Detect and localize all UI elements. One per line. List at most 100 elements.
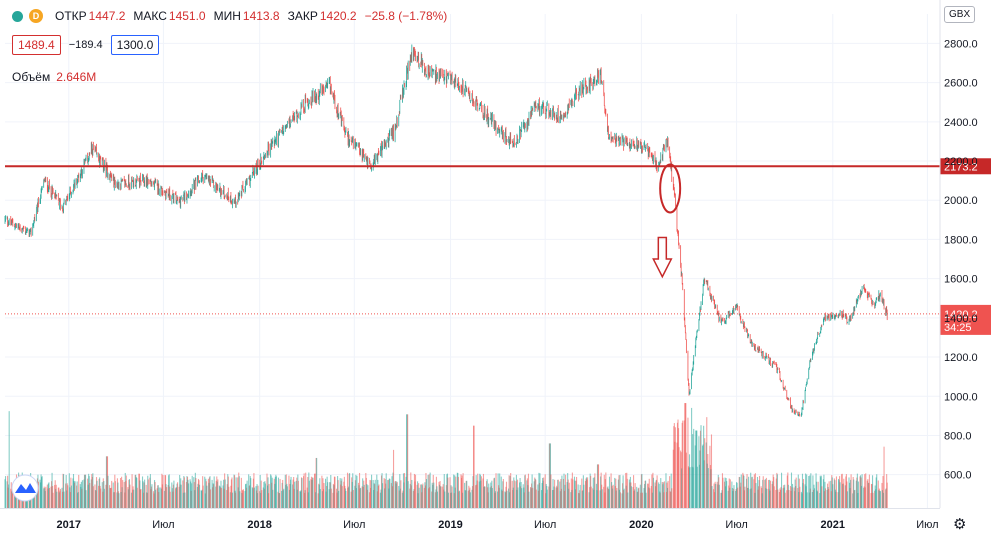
volume-label: Объём xyxy=(12,70,51,84)
volume-bar xyxy=(795,477,797,508)
volume-bar xyxy=(641,473,643,508)
y-tick-label: 1400.0 xyxy=(944,313,978,325)
volume-bar xyxy=(140,489,142,508)
volume-bar xyxy=(418,487,420,508)
volume-bar xyxy=(136,487,138,508)
volume-bar xyxy=(338,490,340,508)
volume-bar xyxy=(444,491,446,508)
buy-button[interactable]: 1300.0 xyxy=(110,35,160,55)
volume-bar xyxy=(808,476,810,508)
volume-bar xyxy=(166,487,168,508)
volume-bar xyxy=(382,483,384,508)
volume-bar xyxy=(422,483,424,508)
volume-bar xyxy=(799,486,801,508)
volume-bar xyxy=(334,476,336,508)
volume-bar xyxy=(455,476,457,508)
volume-bar xyxy=(169,491,171,508)
volume-bar xyxy=(204,476,206,508)
volume-bar xyxy=(477,473,479,508)
volume-bar xyxy=(89,483,91,508)
highlight-ellipse xyxy=(659,163,682,214)
volume-bar xyxy=(554,479,556,508)
volume-bar xyxy=(832,484,834,508)
x-tick-label: Июл xyxy=(916,519,938,531)
currency-button[interactable]: GBX xyxy=(944,6,976,23)
volume-bar xyxy=(341,486,343,508)
volume-bar xyxy=(443,474,445,508)
volume-bar xyxy=(451,486,453,508)
volume-bar xyxy=(316,457,318,508)
volume-bar xyxy=(843,478,845,508)
volume-bar xyxy=(360,487,362,508)
volume-bar xyxy=(466,480,468,508)
volume-bar xyxy=(506,490,508,508)
volume-bar xyxy=(590,486,592,508)
axes: 600.0 800.0 1000.0 1200.0 1400.0 1600.0 1800.0… xyxy=(0,0,978,531)
volume-bar xyxy=(871,475,874,508)
volume-bar xyxy=(510,473,512,508)
volume-bar xyxy=(619,492,622,508)
volume-bar xyxy=(59,488,61,508)
volume-bar xyxy=(63,474,65,508)
volume-bar xyxy=(312,477,314,508)
volume-bar xyxy=(213,476,215,508)
volume-bar xyxy=(224,479,226,508)
volume-bar xyxy=(85,490,87,508)
volume-bar xyxy=(854,489,856,508)
volume-bar xyxy=(797,474,799,508)
volume-bar xyxy=(700,425,702,508)
volume-bar xyxy=(612,484,614,508)
volume-bar xyxy=(770,480,772,508)
volume-bar xyxy=(198,484,201,508)
volume-bar xyxy=(687,417,689,508)
volume-bar xyxy=(711,486,713,508)
volume-bar xyxy=(352,490,354,508)
volume-bar xyxy=(583,484,585,508)
volume-bar xyxy=(685,452,687,508)
volume-bar xyxy=(740,474,742,508)
open-value: 1447.2 xyxy=(88,9,126,23)
volume-bar xyxy=(242,489,245,508)
close-value: 1420.2 xyxy=(319,9,357,23)
volume-bar xyxy=(751,476,753,508)
volume-bar xyxy=(4,476,7,508)
volume-bar xyxy=(773,486,775,508)
volume-bar xyxy=(565,474,567,508)
x-tick-label: 2021 xyxy=(821,519,845,531)
sell-button[interactable]: 1489.4 xyxy=(12,35,61,55)
y-tick-label: 1600.0 xyxy=(944,274,978,286)
volume-bar xyxy=(544,474,546,508)
volume-bar xyxy=(305,472,307,508)
last-price-tag xyxy=(940,304,991,335)
volume-bar xyxy=(532,487,534,508)
volume-bar xyxy=(766,488,768,508)
volume-bar xyxy=(209,489,212,508)
volume-bar xyxy=(246,480,248,508)
volume-bar xyxy=(634,483,636,508)
volume-bar xyxy=(586,477,589,508)
countdown-label: 34:25 xyxy=(944,322,972,334)
volume-bar xyxy=(303,473,305,508)
volume-bar xyxy=(576,476,578,508)
x-tick-label: 2017 xyxy=(57,519,81,531)
volume-bar xyxy=(491,488,493,508)
volume-bar xyxy=(268,483,270,508)
volume-bar xyxy=(52,492,54,508)
gear-icon[interactable]: ⚙ xyxy=(953,516,967,533)
volume-bar xyxy=(839,482,841,508)
volume-bar xyxy=(682,420,684,508)
volume-bar xyxy=(755,483,757,508)
volume-bar xyxy=(235,477,237,508)
volume-bar xyxy=(813,488,816,508)
volume-bar xyxy=(546,489,548,508)
grid xyxy=(5,14,940,508)
low-label: МИН xyxy=(213,9,241,23)
y-tick-label: 2400.0 xyxy=(944,117,978,129)
volume-bar xyxy=(641,492,644,508)
volume-bar xyxy=(619,474,621,508)
volume-bar xyxy=(275,476,277,508)
volume-bar xyxy=(376,474,378,508)
volume-bar xyxy=(267,477,269,508)
volume-bar xyxy=(579,484,581,508)
